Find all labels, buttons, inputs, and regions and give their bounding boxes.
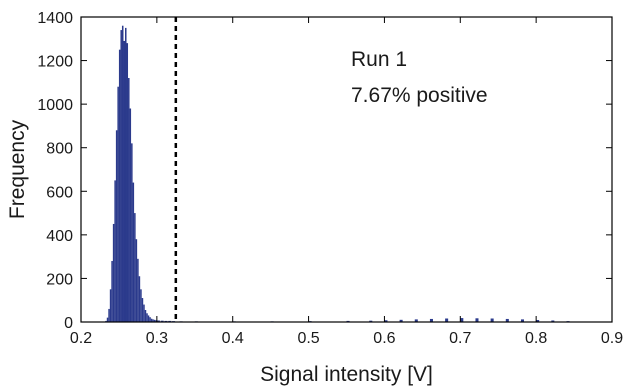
y-tick-label: 600: [46, 184, 73, 201]
histogram-bar: [115, 130, 118, 322]
histogram-bar: [144, 310, 147, 322]
histogram-bar: [129, 108, 132, 322]
plot-frame: [80, 16, 613, 323]
histogram-bar: [118, 49, 121, 323]
x-tick-label: 0.9: [601, 330, 623, 347]
x-tick-label: 0.5: [297, 330, 319, 347]
x-tick-label: 0.8: [525, 330, 547, 347]
histogram-bar: [536, 320, 540, 322]
histogram-bar: [505, 318, 509, 322]
y-tick-label: 0: [64, 315, 73, 332]
histogram-bar: [160, 320, 164, 322]
annotation-run-label: Run 1: [351, 48, 407, 71]
histogram-bar: [120, 30, 122, 322]
x-tick-label: 0.7: [449, 330, 471, 347]
histogram-bar: [153, 319, 156, 322]
histogram-bar: [445, 318, 449, 322]
x-tick-label: 0.2: [70, 330, 92, 347]
histogram-bar: [152, 319, 154, 322]
histogram-bar: [134, 213, 136, 322]
histogram-bar: [135, 239, 138, 322]
histogram-bar: [460, 318, 464, 322]
histogram-bar: [125, 27, 127, 322]
histogram-bar: [121, 25, 124, 323]
histogram-bar: [111, 261, 113, 322]
histogram-bar: [551, 320, 555, 322]
y-tick-label: 1400: [37, 10, 73, 27]
x-tick-labels: 0.2 0.3 0.4 0.5 0.6 0.7 0.8 0.9: [70, 330, 623, 347]
histogram-bar: [112, 223, 115, 322]
histogram-bar: [149, 317, 151, 322]
histogram-bar: [520, 319, 524, 322]
y-tick-labels: 0 200 400 600 800 1000 1200 1400: [37, 10, 73, 332]
histogram-bar: [150, 318, 153, 322]
annotation-positive-percent: 7.67% positive: [351, 84, 488, 107]
histogram-bar: [128, 78, 130, 322]
histogram-bar: [147, 315, 150, 322]
histogram-bar: [132, 182, 135, 322]
x-tick-label: 0.3: [146, 330, 168, 347]
y-tick-label: 800: [46, 141, 73, 158]
histogram-bar: [126, 43, 129, 322]
histogram-bar: [114, 180, 116, 322]
histogram-bar: [155, 320, 157, 322]
histogram-bar: [384, 320, 388, 322]
y-tick-label: 400: [46, 228, 73, 245]
histogram-bar: [117, 86, 119, 323]
y-tick-label: 1000: [37, 97, 73, 114]
histogram-bar: [141, 298, 144, 322]
x-tick-label: 0.6: [373, 330, 395, 347]
histogram-bar: [414, 319, 418, 322]
histogram-bar: [475, 318, 479, 322]
histogram-bar: [146, 313, 148, 322]
x-tick-label: 0.4: [222, 330, 244, 347]
histogram-bar: [143, 304, 145, 322]
x-axis-title: Signal intensity [V]: [260, 363, 433, 386]
histogram-bar: [137, 258, 139, 322]
histogram-bar: [490, 318, 494, 322]
histogram-bar: [138, 276, 141, 322]
histogram-bar: [131, 143, 133, 322]
histogram-bar: [140, 289, 142, 322]
histogram-bar: [369, 320, 373, 322]
y-tick-label: 200: [46, 271, 73, 288]
histogram-bar: [108, 308, 110, 322]
y-tick-label: 1200: [37, 54, 73, 71]
y-axis-title: Frequency: [6, 119, 29, 219]
histogram-bar: [106, 317, 109, 322]
histogram-bar: [109, 289, 112, 322]
histogram-bar: [123, 40, 125, 323]
histogram-bar: [156, 320, 160, 322]
axis-ticks: [80, 16, 613, 323]
histogram-bar: [429, 318, 433, 322]
histogram-bar: [399, 319, 403, 322]
histogram-bars: [105, 25, 585, 323]
